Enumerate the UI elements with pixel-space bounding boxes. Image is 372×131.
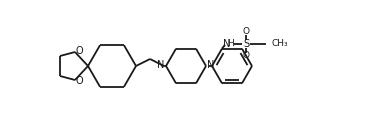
Text: H: H <box>228 39 234 48</box>
Text: O: O <box>75 76 83 86</box>
Text: O: O <box>243 51 250 60</box>
Text: N: N <box>223 39 231 49</box>
Text: O: O <box>243 27 250 36</box>
Text: O: O <box>75 46 83 56</box>
Text: S: S <box>243 39 249 49</box>
Text: N: N <box>157 60 165 70</box>
Text: CH₃: CH₃ <box>272 39 289 48</box>
Text: N: N <box>207 60 215 70</box>
